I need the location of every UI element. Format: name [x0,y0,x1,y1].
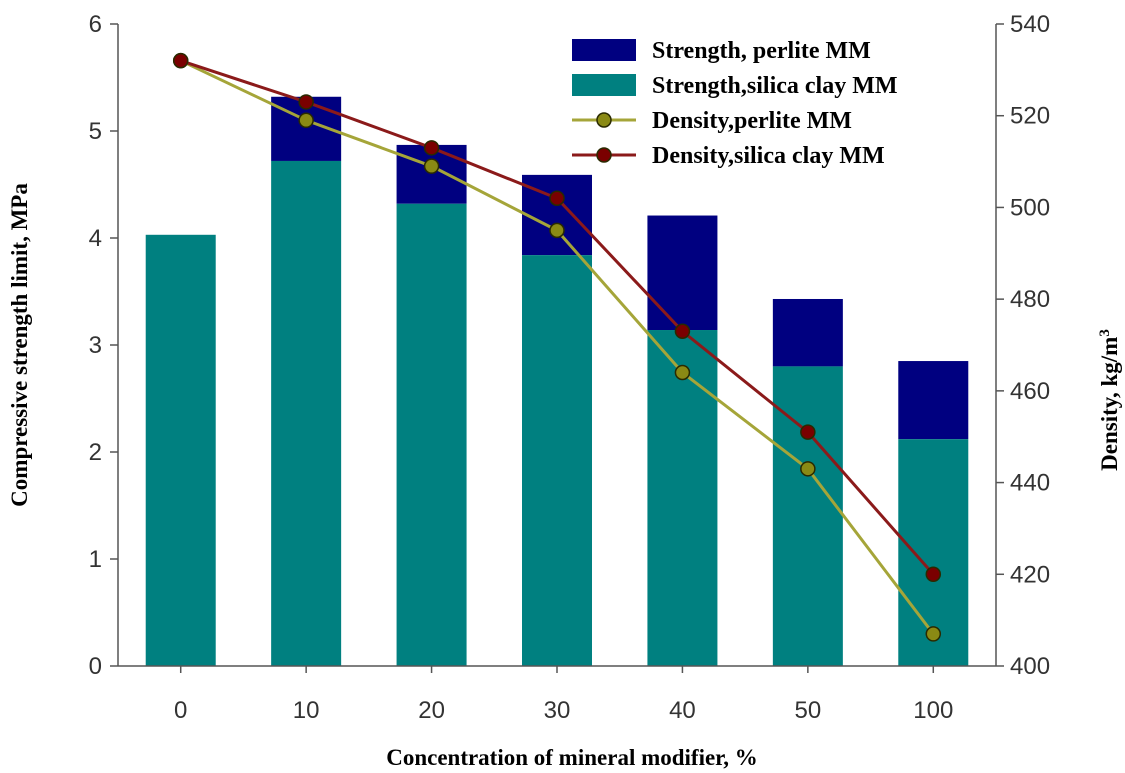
legend-item-density-silica-clay: Density,silica clay MM [572,143,885,169]
y2-tick-label: 420 [1010,561,1050,588]
y-axis-title: Compressive strength limit, MPa [7,183,32,507]
legend-label: Density,perlite MM [652,108,852,134]
bar-perlite-100 [898,361,969,440]
legend-item-strength-perlite: Strength, perlite MM [572,38,871,64]
bar-silica-clay-0 [145,234,216,667]
marker-density-perlite-10 [298,112,314,129]
y-tick-label: 3 [89,332,102,359]
y-tick-label: 2 [89,439,102,466]
y2-tick-label: 460 [1010,378,1050,405]
y2-tick-label: 440 [1010,470,1050,497]
legend: Strength, perlite MM Strength,silica clay… [572,38,898,169]
marker-density-silica-clay-30 [549,190,565,207]
legend-item-density-perlite: Density,perlite MM [572,108,852,134]
legend-label: Strength,silica clay MM [652,73,898,99]
x-axis-title: Concentration of mineral modifier, % [386,745,758,770]
y2-tick-label: 520 [1010,103,1050,130]
x-tick-label: 10 [293,697,320,724]
bar-silica-clay-50 [772,366,843,666]
x-tick-label: 0 [174,697,187,724]
lines-layer [172,52,942,642]
marker-density-silica-clay-100 [925,566,942,583]
x-tick-label: 40 [669,697,696,724]
bar-silica-clay-30 [522,255,592,666]
y2-axis-title-main: Density, kg/m [1097,337,1122,471]
legend-swatch [572,74,636,96]
marker-density-perlite-50 [800,461,816,477]
y2-tick-label: 500 [1010,194,1050,221]
x-tick-label: 20 [418,697,445,724]
bar-silica-clay-10 [271,160,342,666]
axes-layer: 0 1 2 3 4 5 6 400 420 440 460 480 500 520 540 0 10 20 30 40… [89,11,1050,724]
y2-axis-title: Density, kg/m3 [1097,329,1122,471]
x-tick-label: 50 [795,697,822,724]
legend-marker [596,147,612,163]
x-tick-label: 30 [544,697,571,724]
bars-layer [145,96,969,667]
legend-label: Density,silica clay MM [652,143,885,169]
legend-marker [596,112,612,128]
marker-density-silica-clay-40 [674,323,691,339]
legend-item-strength-silica-clay: Strength,silica clay MM [572,73,898,99]
y2-tick-label: 400 [1010,653,1050,680]
legend-label: Strength, perlite MM [652,38,871,64]
y-tick-label: 4 [89,225,102,252]
marker-density-perlite-20 [423,158,440,174]
y-tick-label: 6 [89,11,102,38]
bar-perlite-40 [647,215,718,331]
bar-perlite-50 [772,298,843,367]
marker-density-silica-clay-20 [423,140,440,156]
marker-density-perlite-100 [925,626,942,642]
y-tick-label: 5 [89,118,102,145]
y-tick-label: 0 [89,653,102,680]
x-tick-label: 100 [913,697,953,724]
marker-density-silica-clay-50 [800,424,816,440]
marker-density-perlite-30 [549,222,565,239]
y2-tick-label: 480 [1010,286,1050,313]
legend-swatch [572,39,636,61]
marker-density-silica-clay-0 [172,52,189,69]
y2-tick-label: 540 [1010,11,1050,38]
bar-silica-clay-20 [396,203,467,666]
marker-density-perlite-40 [674,364,691,381]
y2-axis-title-sup: 3 [1097,329,1113,337]
marker-density-silica-clay-10 [298,94,314,110]
bar-silica-clay-40 [647,330,718,666]
y-tick-label: 1 [89,546,102,573]
